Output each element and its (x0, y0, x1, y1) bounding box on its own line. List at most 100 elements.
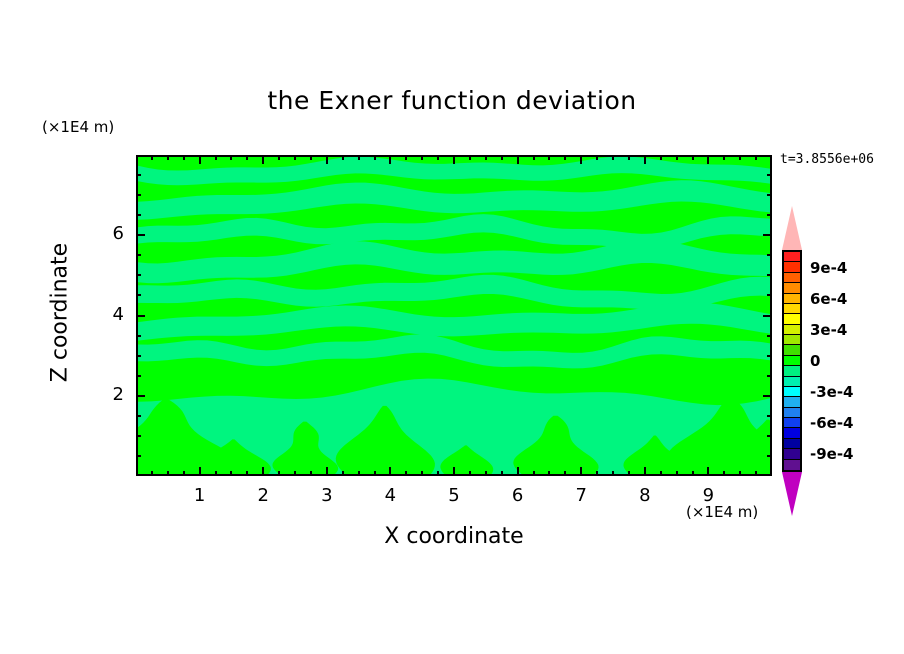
x-tick-minor (500, 155, 503, 160)
x-tick-minor (389, 467, 392, 476)
colorbar-tick-label: -3e-4 (810, 383, 854, 402)
x-tick-minor (246, 471, 249, 476)
y-tick-minor (136, 314, 145, 317)
x-tick-minor (580, 467, 583, 476)
colorbar-band (784, 303, 800, 315)
y-tick-minor (136, 274, 141, 277)
x-tick-minor (166, 471, 169, 476)
y-tick-minor (767, 334, 772, 337)
colorbar-band (784, 397, 800, 408)
x-tick-minor (739, 471, 742, 476)
y-tick-minor (767, 274, 772, 277)
contour-field (138, 157, 770, 474)
x-tick-label: 4 (384, 485, 397, 506)
x-tick-minor (723, 471, 726, 476)
x-tick-minor (182, 471, 185, 476)
x-tick-minor (516, 467, 519, 476)
x-tick-minor (150, 155, 153, 160)
y-tick-minor (136, 294, 141, 297)
y-tick-minor (136, 334, 141, 337)
y-tick-minor (767, 214, 772, 217)
y-tick-minor (763, 234, 772, 237)
x-tick-minor (262, 155, 265, 164)
colorbar-band (784, 335, 800, 346)
x-tick-minor (675, 155, 678, 160)
y-tick-minor (767, 174, 772, 177)
y-tick-minor (767, 294, 772, 297)
y-tick-minor (767, 254, 772, 257)
colorbar-band (784, 314, 800, 325)
x-tick-label: 2 (257, 485, 269, 506)
y-tick-label: 6 (112, 223, 124, 245)
colorbar-tick-label: 6e-4 (810, 289, 848, 308)
x-tick-minor (389, 155, 392, 164)
y-tick-minor (136, 174, 141, 177)
x-tick-minor (214, 471, 217, 476)
y-tick-minor (767, 434, 772, 437)
colorbar-band (784, 449, 800, 460)
x-tick-minor (309, 155, 312, 160)
x-tick-minor (691, 155, 694, 160)
colorbar-tick-label: -9e-4 (810, 445, 854, 464)
y-tick-minor (136, 434, 141, 437)
y-tick-minor (767, 454, 772, 457)
x-tick-minor (532, 155, 535, 160)
x-tick-minor (246, 155, 249, 160)
x-tick-minor (707, 155, 710, 164)
x-tick-minor (325, 155, 328, 164)
x-tick-minor (453, 467, 455, 476)
page-title: the Exner function deviation (267, 86, 637, 115)
x-tick-minor (341, 155, 344, 160)
x-tick-minor (516, 155, 519, 164)
colorbar-band (784, 262, 800, 273)
x-tick-minor (373, 471, 376, 476)
colorbar-over-cap (782, 206, 802, 250)
x-tick-minor (294, 471, 296, 476)
x-tick-label: 9 (702, 485, 715, 506)
x-tick-minor (421, 155, 424, 160)
x-tick-minor (437, 155, 440, 160)
x-tick-minor (278, 471, 281, 476)
colorbar-band (784, 293, 800, 304)
x-tick-minor (453, 155, 455, 164)
colorbar-bands (782, 250, 802, 472)
y-tick-minor (763, 394, 772, 397)
x-tick-label: 8 (639, 485, 651, 506)
y-tick-label: 2 (112, 383, 124, 405)
timestamp-annotation: t=3.8556e+06 (780, 152, 874, 167)
x-tick-minor (532, 471, 535, 476)
x-tick-minor (548, 471, 551, 476)
colorbar-band (784, 345, 800, 356)
x-tick-minor (596, 471, 599, 476)
colorbar-band (784, 272, 800, 284)
x-tick-minor (484, 471, 487, 476)
colorbar (779, 206, 805, 516)
colorbar-under-cap (782, 472, 802, 516)
y-tick-minor (767, 354, 772, 357)
x-tick-minor (739, 155, 742, 160)
y-tick-minor (136, 414, 141, 417)
x-tick-minor (357, 155, 360, 160)
y-tick-minor (763, 314, 772, 317)
x-tick-minor (230, 471, 233, 476)
colorbar-band (784, 366, 800, 377)
x-tick-minor (580, 155, 583, 164)
x-tick-minor (405, 471, 408, 476)
x-tick-minor (437, 471, 440, 476)
colorbar-band (784, 418, 800, 429)
y-tick-label: 4 (112, 303, 124, 325)
colorbar-band (784, 376, 800, 387)
colorbar-band (784, 459, 800, 470)
x-tick-minor (150, 471, 153, 476)
x-tick-minor (341, 471, 344, 476)
y-tick-minor (136, 354, 141, 357)
x-tick-minor (278, 155, 281, 160)
x-tick-minor (468, 155, 471, 160)
x-tick-minor (166, 155, 169, 160)
y-axis-title: Z coordinate (47, 242, 73, 383)
x-tick-minor (325, 467, 328, 476)
colorbar-band (784, 283, 800, 294)
x-tick-minor (627, 471, 630, 476)
x-tick-minor (214, 155, 217, 160)
x-tick-minor (548, 155, 551, 160)
